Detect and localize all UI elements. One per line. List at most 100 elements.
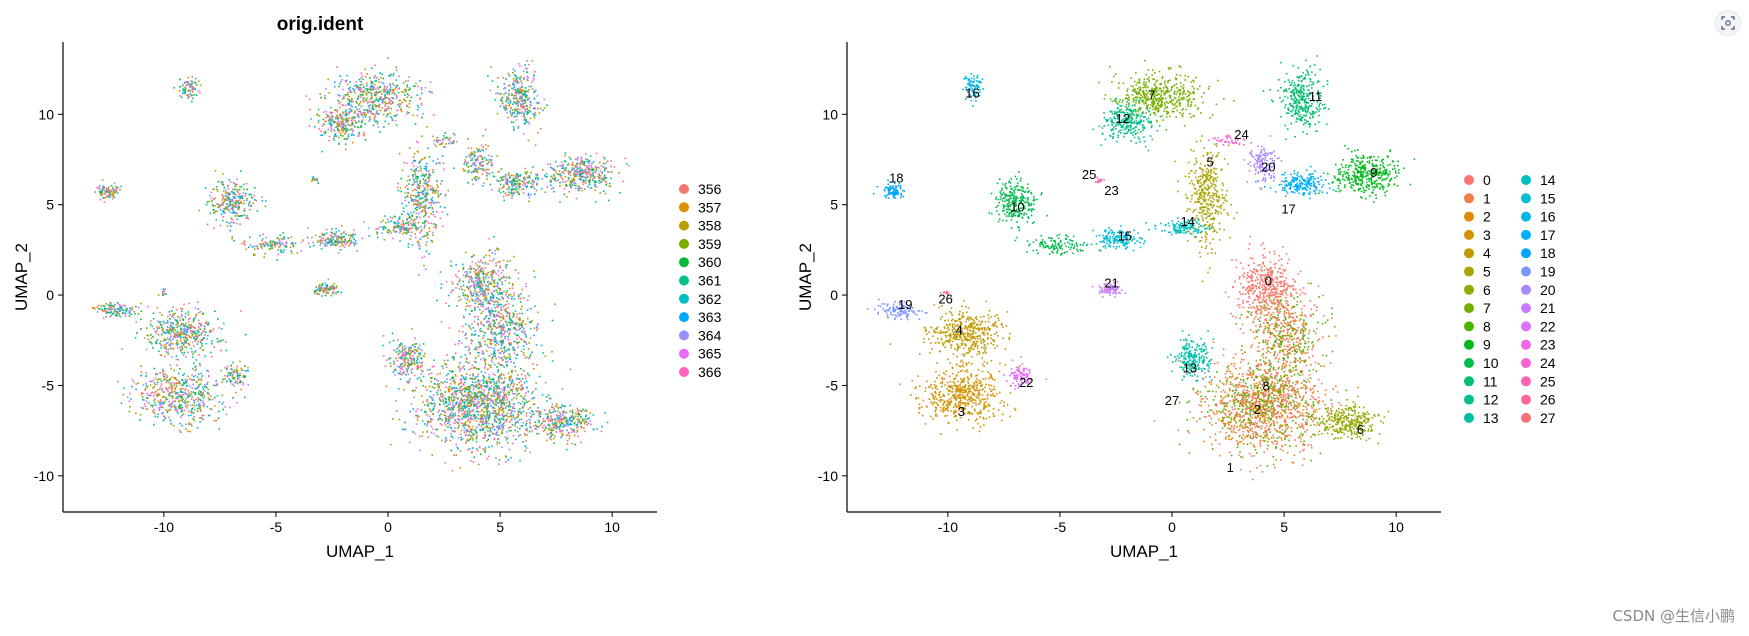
cell-point [513, 314, 515, 316]
cell-point [474, 164, 476, 166]
cell-point [373, 108, 375, 111]
cell-point [529, 117, 532, 120]
cell-point [493, 301, 496, 303]
cell-point [486, 400, 489, 402]
cell-point [476, 176, 478, 178]
cell-point [487, 280, 490, 283]
cell-point [525, 343, 528, 345]
cell-point [411, 189, 414, 192]
cell-point [529, 451, 531, 454]
cell-point [463, 413, 465, 415]
cell-point [586, 175, 589, 178]
cell-point [519, 91, 521, 94]
cell-point [514, 310, 517, 312]
cell-point [417, 366, 420, 369]
cell-point [501, 399, 503, 401]
cell-point [551, 419, 553, 422]
cell-point [424, 423, 426, 425]
cell-point [515, 357, 517, 359]
cell-point [497, 323, 500, 326]
cell-point [588, 167, 590, 170]
cell-point [544, 427, 547, 429]
cell-point [581, 161, 584, 163]
cell-point [526, 429, 529, 432]
cell-point [498, 422, 501, 425]
cell-point [477, 322, 479, 325]
cell-point [416, 216, 418, 218]
cell-point [459, 401, 462, 403]
cell-point [504, 394, 506, 396]
cell-point [515, 322, 517, 324]
cell-point [524, 449, 526, 452]
cell-point [490, 66, 492, 68]
cell-point [546, 104, 548, 107]
cell-point [505, 291, 508, 294]
cell-point [357, 134, 360, 137]
cell-point [494, 331, 496, 334]
cell-point [487, 438, 490, 441]
cell-point [535, 177, 537, 180]
cell-point [568, 156, 571, 159]
cell-point [503, 366, 505, 368]
cell-point [554, 424, 557, 427]
cell-point [572, 182, 575, 184]
cell-point [498, 434, 501, 437]
cell-point [482, 149, 485, 152]
cell-point [495, 318, 498, 321]
cell-point [584, 179, 587, 181]
cell-point [568, 172, 570, 174]
cell-point [497, 408, 500, 410]
cell-point [462, 376, 465, 379]
cell-point [513, 349, 516, 352]
cell-point [478, 291, 480, 293]
cell-point [425, 183, 427, 185]
cell-point [561, 161, 563, 164]
cell-point [512, 125, 515, 128]
cell-point [470, 339, 473, 341]
cell-point [411, 184, 414, 186]
cell-point [348, 102, 350, 105]
cell-point [552, 174, 555, 176]
cell-point [469, 387, 472, 389]
cell-point [482, 135, 484, 137]
cell-point [374, 75, 376, 77]
cell-point [444, 411, 446, 413]
cell-point [463, 384, 465, 386]
cell-point [461, 407, 464, 410]
cell-point [600, 165, 603, 167]
cell-point [489, 311, 492, 313]
cell-point [455, 390, 458, 393]
cell-point [519, 103, 522, 105]
cell-point [524, 445, 527, 447]
cell-point [369, 118, 371, 121]
cell-point [468, 276, 470, 278]
cell-point [525, 96, 528, 99]
cell-point [407, 367, 410, 370]
cell-point [552, 429, 554, 431]
cell-point [395, 85, 398, 88]
cell-point [391, 332, 394, 335]
cell-point [505, 96, 508, 98]
cell-point [500, 325, 503, 328]
cell-point [359, 101, 362, 103]
cell-point [426, 126, 428, 128]
cell-point [392, 97, 394, 99]
cell-point [488, 159, 491, 161]
cell-point [479, 453, 482, 456]
cell-point [496, 92, 499, 94]
cell-point [366, 99, 368, 102]
cell-point [489, 283, 492, 285]
cell-point [347, 102, 349, 105]
cell-point [546, 175, 548, 178]
cell-point [409, 346, 411, 348]
cell-point [580, 159, 583, 162]
cell-point [488, 173, 491, 175]
cell-point [551, 403, 554, 406]
cell-point [422, 401, 425, 403]
cell-point [493, 428, 496, 431]
cell-point [471, 151, 473, 154]
cell-point [512, 349, 515, 351]
cell-point [447, 189, 450, 192]
cell-point [573, 416, 575, 419]
cell-point [505, 420, 508, 423]
